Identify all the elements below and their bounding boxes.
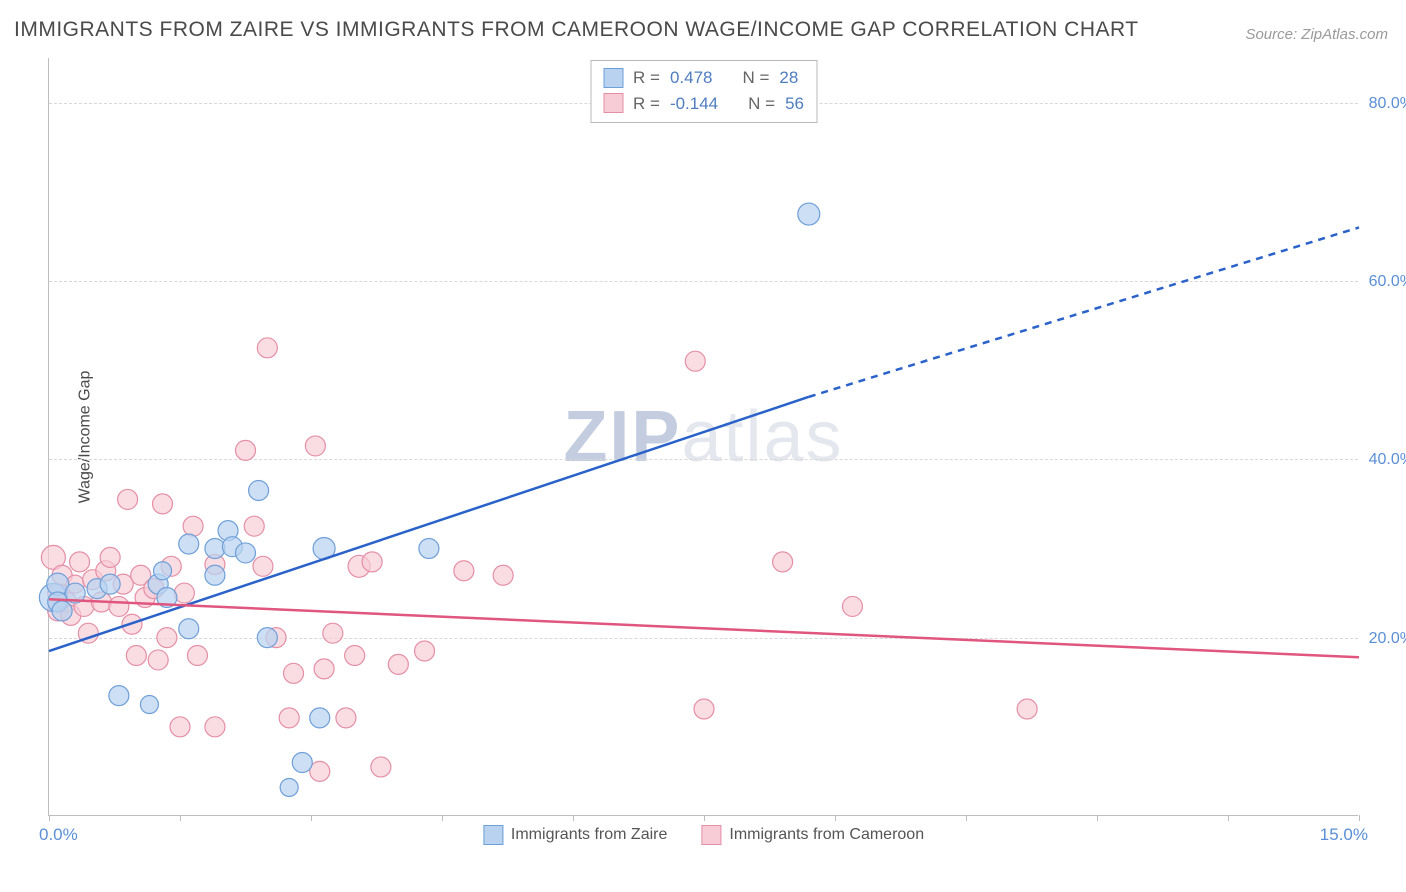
plot-area: Wage/Income Gap ZIPatlas 20.0%40.0%60.0%… <box>48 58 1358 816</box>
data-point <box>310 708 330 728</box>
r-value-zaire: 0.478 <box>670 65 713 91</box>
data-point <box>419 538 439 558</box>
data-point <box>685 351 705 371</box>
data-point <box>292 752 312 772</box>
y-tick-label: 60.0% <box>1369 273 1406 291</box>
data-point <box>305 436 325 456</box>
data-point <box>336 708 356 728</box>
data-point <box>454 561 474 581</box>
data-point <box>109 686 129 706</box>
data-point <box>323 623 343 643</box>
data-point <box>253 556 273 576</box>
data-point <box>140 696 158 714</box>
chart-container: IMMIGRANTS FROM ZAIRE VS IMMIGRANTS FROM… <box>0 0 1406 892</box>
data-point <box>157 628 177 648</box>
data-point <box>236 543 256 563</box>
trend-line <box>49 599 1359 657</box>
data-point <box>249 481 269 501</box>
y-tick-label: 20.0% <box>1369 630 1406 648</box>
y-tick-label: 40.0% <box>1369 451 1406 469</box>
n-value-zaire: 28 <box>779 65 798 91</box>
stats-row-zaire: R = 0.478 N = 28 <box>603 65 804 91</box>
data-point <box>257 628 277 648</box>
data-point <box>371 757 391 777</box>
source-attribution: Source: ZipAtlas.com <box>1245 26 1388 43</box>
x-tick <box>704 815 705 821</box>
data-point <box>205 717 225 737</box>
data-point <box>153 494 173 514</box>
data-point <box>1017 699 1037 719</box>
x-tick <box>573 815 574 821</box>
data-point <box>284 663 304 683</box>
data-point <box>179 619 199 639</box>
legend-item-cameroon: Immigrants from Cameroon <box>701 825 924 845</box>
data-point <box>109 596 129 616</box>
legend-label-zaire: Immigrants from Zaire <box>511 826 667 844</box>
legend-swatch-cameroon <box>701 825 721 845</box>
data-point <box>257 338 277 358</box>
data-point <box>100 574 120 594</box>
trend-line <box>49 397 809 651</box>
data-point <box>52 601 72 621</box>
data-point <box>70 552 90 572</box>
data-point <box>154 562 172 580</box>
legend-item-zaire: Immigrants from Zaire <box>483 825 667 845</box>
data-point <box>183 516 203 536</box>
r-label-zaire: R = <box>633 65 660 91</box>
data-point <box>798 203 820 225</box>
x-axis-min-label: 0.0% <box>39 825 78 845</box>
data-point <box>100 547 120 567</box>
data-point <box>345 645 365 665</box>
chart-title: IMMIGRANTS FROM ZAIRE VS IMMIGRANTS FROM… <box>14 18 1139 42</box>
x-tick <box>1097 815 1098 821</box>
swatch-zaire <box>603 68 623 88</box>
x-tick <box>442 815 443 821</box>
legend-label-cameroon: Immigrants from Cameroon <box>729 826 924 844</box>
data-point <box>179 534 199 554</box>
y-tick-label: 80.0% <box>1369 95 1406 113</box>
data-point <box>118 489 138 509</box>
data-point <box>388 654 408 674</box>
n-label-zaire: N = <box>742 65 769 91</box>
data-point <box>415 641 435 661</box>
x-tick <box>835 815 836 821</box>
stats-row-cameroon: R = -0.144 N = 56 <box>603 91 804 117</box>
data-point <box>174 583 194 603</box>
x-tick <box>966 815 967 821</box>
x-tick <box>180 815 181 821</box>
x-tick <box>49 815 50 821</box>
data-point <box>244 516 264 536</box>
x-axis-max-label: 15.0% <box>1320 825 1368 845</box>
data-point <box>694 699 714 719</box>
data-point <box>310 761 330 781</box>
series-legend: Immigrants from Zaire Immigrants from Ca… <box>483 825 924 845</box>
data-point <box>236 440 256 460</box>
data-point <box>773 552 793 572</box>
data-point <box>314 659 334 679</box>
data-point <box>148 650 168 670</box>
n-label-cameroon: N = <box>748 91 775 117</box>
x-tick <box>1228 815 1229 821</box>
data-point <box>362 552 382 572</box>
data-point <box>493 565 513 585</box>
data-point <box>842 596 862 616</box>
r-label-cameroon: R = <box>633 91 660 117</box>
data-point <box>126 645 146 665</box>
swatch-cameroon <box>603 93 623 113</box>
x-tick <box>1359 815 1360 821</box>
data-point <box>187 645 207 665</box>
x-tick <box>311 815 312 821</box>
trend-line-extrapolated <box>809 227 1359 396</box>
n-value-cameroon: 56 <box>785 91 804 117</box>
scatter-svg <box>49 58 1358 815</box>
data-point <box>170 717 190 737</box>
legend-swatch-zaire <box>483 825 503 845</box>
r-value-cameroon: -0.144 <box>670 91 718 117</box>
data-point <box>279 708 299 728</box>
data-point <box>205 565 225 585</box>
data-point <box>280 778 298 796</box>
data-point <box>205 538 225 558</box>
stats-legend-box: R = 0.478 N = 28 R = -0.144 N = 56 <box>590 60 817 123</box>
